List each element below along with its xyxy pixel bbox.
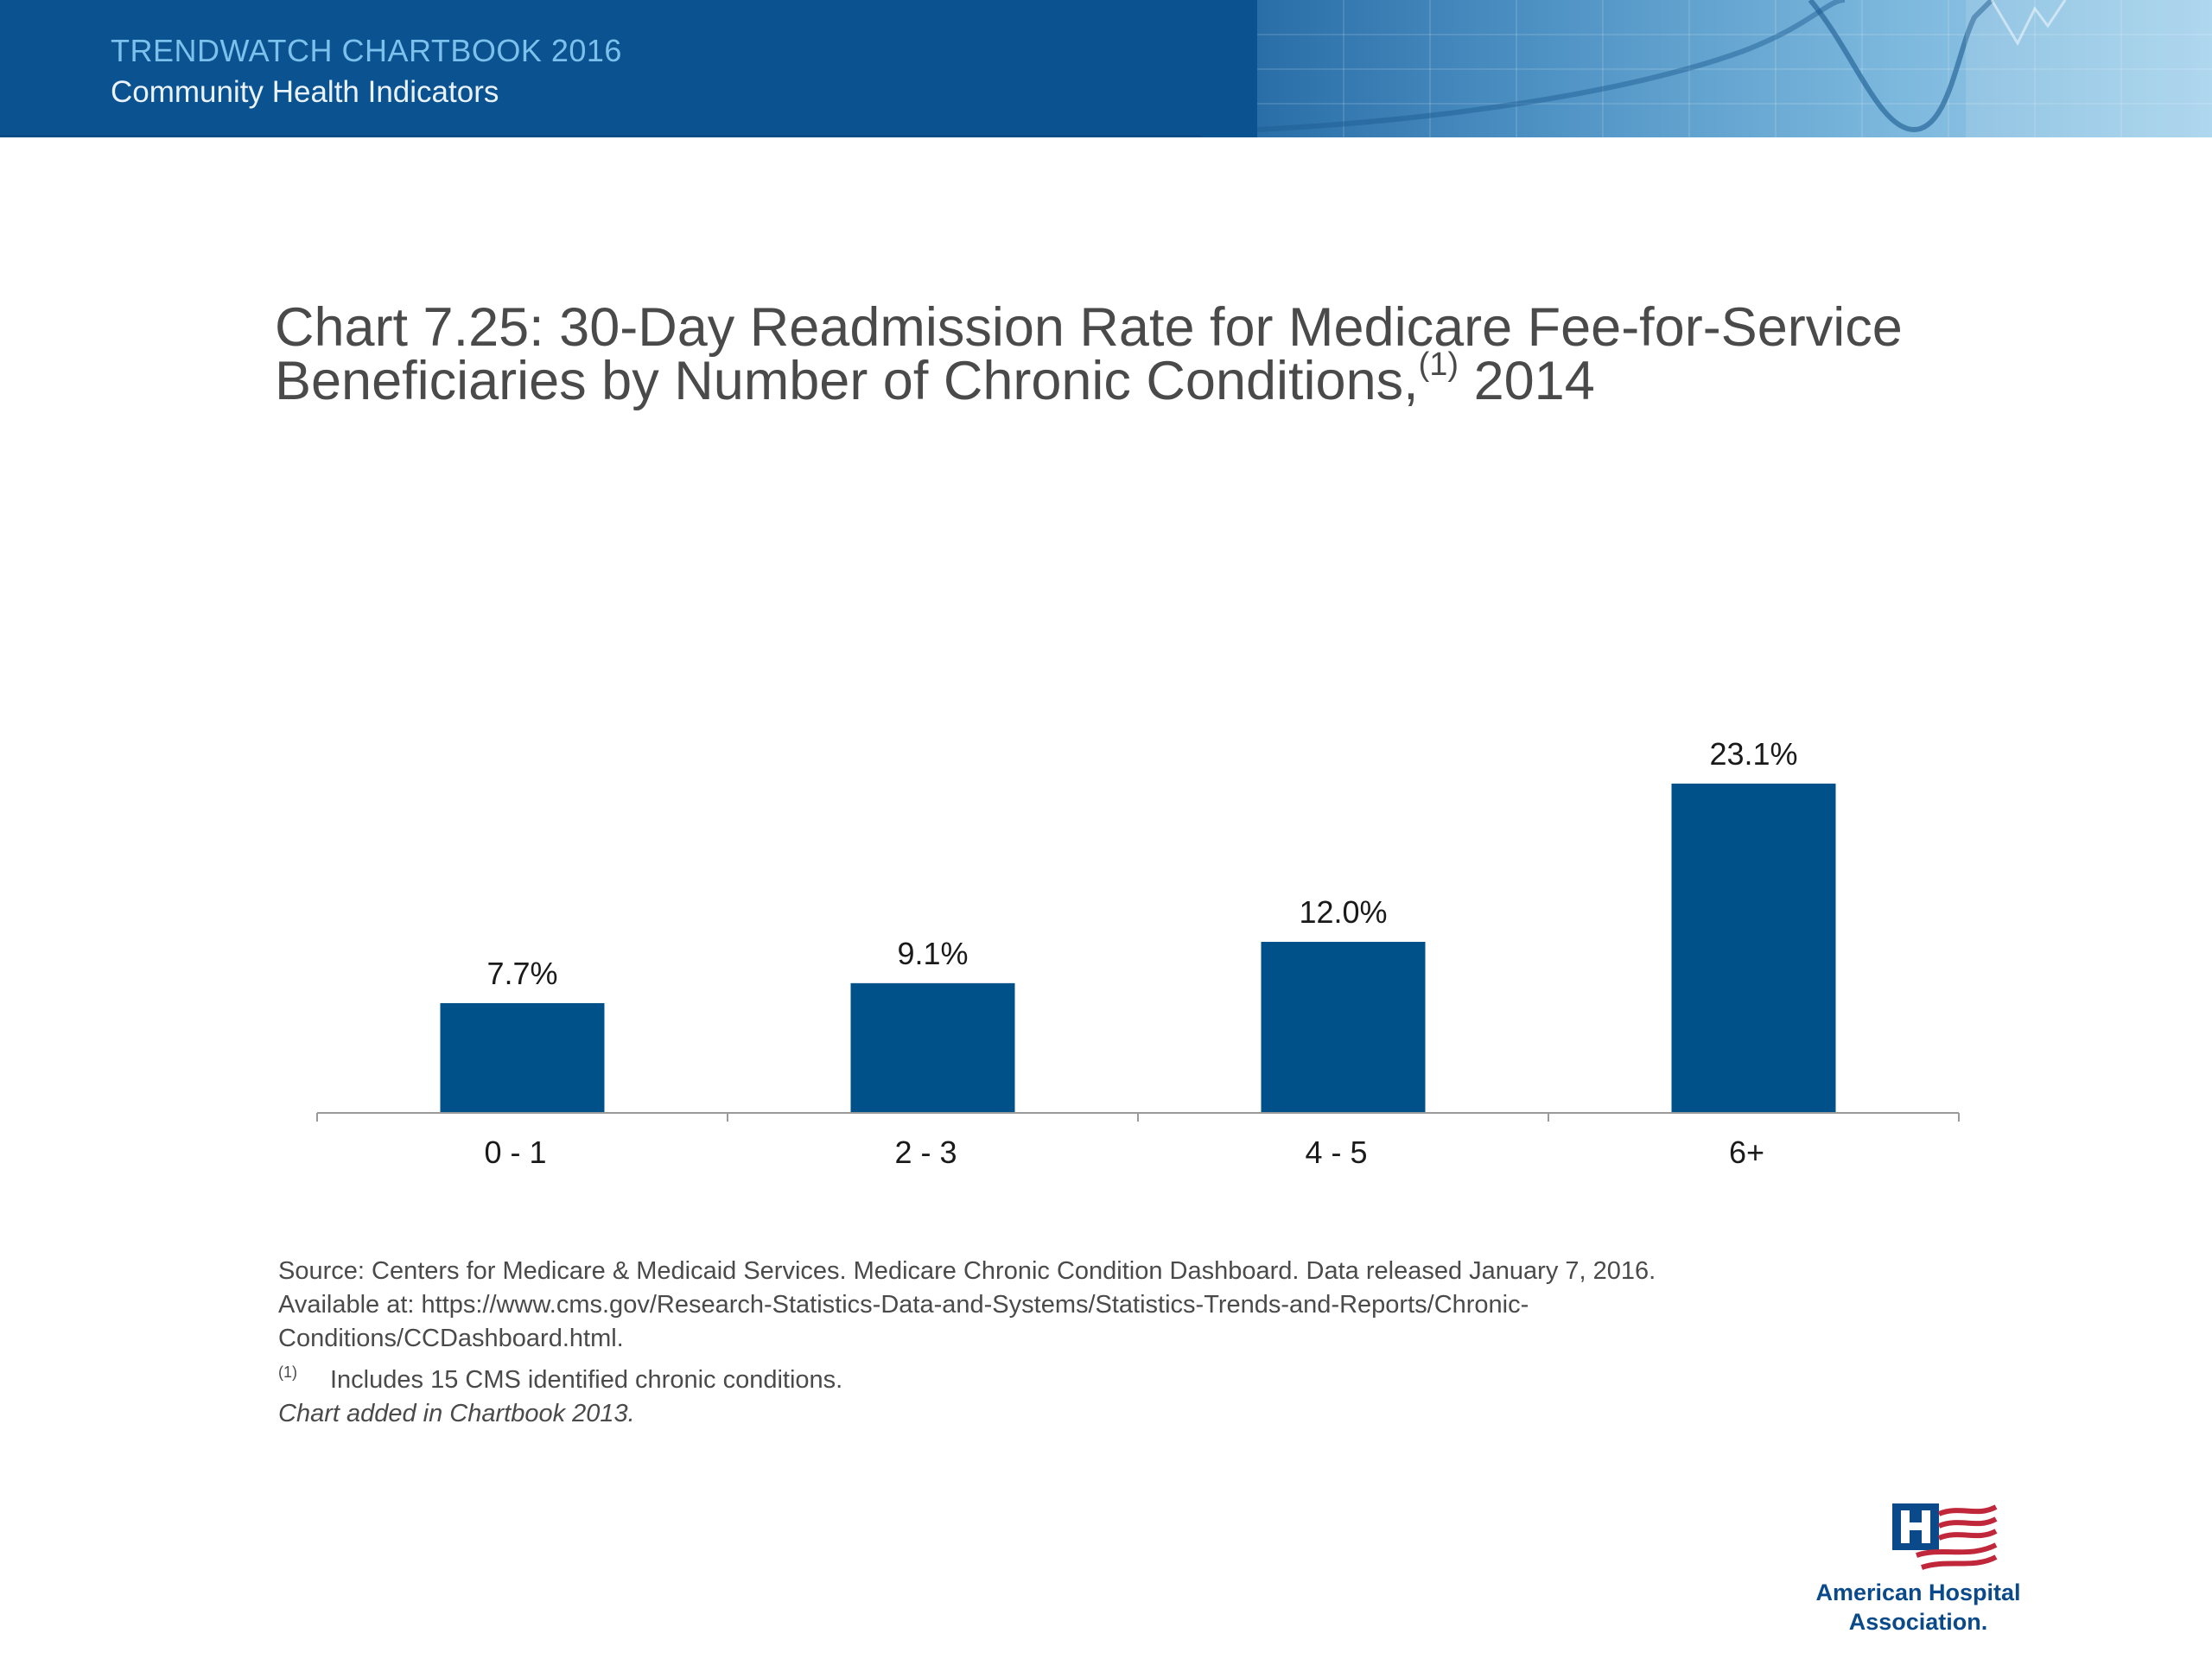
source-line-1: Source: Centers for Medicare & Medicaid … bbox=[278, 1257, 1656, 1285]
data-label-3: 12.0% bbox=[1299, 894, 1387, 930]
header-banner: TRENDWATCH CHARTBOOK 2016 Community Heal… bbox=[0, 0, 2212, 137]
chart-title-year: 2014 bbox=[1459, 351, 1595, 411]
source-line-3: Conditions/CCDashboard.html. bbox=[278, 1325, 624, 1352]
chart-title-line-1: Chart 7.25: 30-Day Readmission Rate for … bbox=[275, 297, 1903, 358]
chart-title: Chart 7.25: 30-Day Readmission Rate for … bbox=[275, 297, 2003, 411]
x-tick-label-2: 2 - 3 bbox=[894, 1135, 957, 1170]
source-line-2: Available at: https://www.cms.gov/Resear… bbox=[278, 1291, 1529, 1319]
aha-logo-name-line-2: Association. bbox=[1848, 1609, 1988, 1635]
chart-title-footnote-ref: (1) bbox=[1418, 346, 1459, 383]
aha-logo-text: American Hospital Association. bbox=[1802, 1578, 2035, 1637]
footnote-marker: (1) bbox=[278, 1363, 297, 1381]
footnotes: Source: Centers for Medicare & Medicaid … bbox=[278, 1255, 1920, 1431]
x-tick-label-1: 0 - 1 bbox=[484, 1135, 546, 1170]
aha-logo-name-line-1: American Hospital bbox=[1815, 1580, 2021, 1605]
series-subtitle: Community Health Indicators bbox=[111, 75, 499, 109]
data-label-1: 7.7% bbox=[486, 956, 557, 991]
header-divider bbox=[0, 135, 1201, 137]
data-label-2: 9.1% bbox=[897, 936, 968, 971]
x-tick-label-4: 6+ bbox=[1729, 1135, 1764, 1170]
chart-added-note: Chart added in Chartbook 2013. bbox=[278, 1400, 635, 1427]
bar-2 bbox=[850, 982, 1015, 1113]
bar-3 bbox=[1261, 942, 1426, 1113]
aha-logo-icon bbox=[1892, 1503, 1998, 1570]
footnote-note: (1) Includes 15 CMS identified chronic co… bbox=[278, 1356, 1920, 1397]
bar-1 bbox=[440, 1002, 605, 1113]
aha-logo: American Hospital Association. bbox=[1802, 1502, 2035, 1640]
chart-title-text: Beneficiaries by Number of Chronic Condi… bbox=[275, 351, 1419, 411]
header-decorative-graphic bbox=[1257, 0, 2212, 137]
x-tick-label-3: 4 - 5 bbox=[1305, 1135, 1367, 1170]
data-label-4: 23.1% bbox=[1709, 736, 1797, 772]
bar-chart: 7.7% 0 - 1 9.1% 2 - 3 12.0% 4 - 5 23.1% 6+ bbox=[316, 736, 1960, 1170]
footnote-text: Includes 15 CMS identified chronic condi… bbox=[330, 1366, 843, 1394]
bar-4 bbox=[1671, 783, 1836, 1113]
chart-title-line-2: Beneficiaries by Number of Chronic Condi… bbox=[275, 348, 2003, 411]
series-title: TRENDWATCH CHARTBOOK 2016 bbox=[111, 33, 622, 68]
